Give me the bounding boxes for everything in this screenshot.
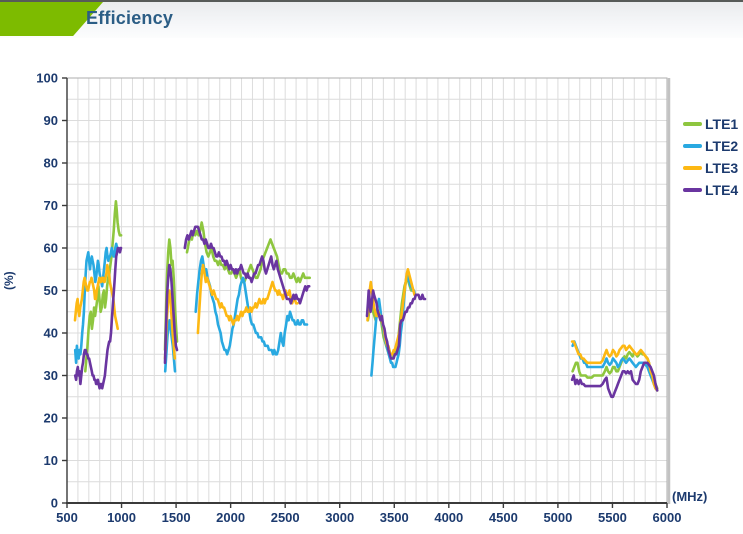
series-line-lte2 bbox=[73, 242, 119, 365]
series-line-lte2 bbox=[194, 255, 309, 356]
chart-canvas: 0 10 20 30 40 50 60 70 80 90 100 500 1000 1500 2000 250… bbox=[36, 71, 682, 526]
legend-label: LTE2 bbox=[705, 138, 739, 154]
y-tick-label: 20 bbox=[44, 411, 58, 426]
x-tick-label: 5000 bbox=[543, 510, 572, 525]
y-tick-label: 40 bbox=[44, 326, 58, 341]
legend-swatch-icon bbox=[683, 166, 702, 170]
header-bar: Efficiency bbox=[0, 2, 743, 38]
legend-label: LTE3 bbox=[705, 160, 739, 176]
x-tick-label: 2500 bbox=[271, 510, 300, 525]
x-tick-label: 4000 bbox=[434, 510, 463, 525]
legend-item-lte1: LTE1 bbox=[683, 113, 738, 135]
legend-label: LTE4 bbox=[705, 182, 739, 198]
x-tick-label: 3500 bbox=[380, 510, 409, 525]
series-line-lte3 bbox=[73, 263, 119, 331]
legend-item-lte4: LTE4 bbox=[683, 179, 738, 201]
series-line-lte2 bbox=[370, 272, 417, 377]
series-line-lte1 bbox=[84, 200, 123, 373]
x-tick-label: 4500 bbox=[489, 510, 518, 525]
x-tick-label: 5500 bbox=[598, 510, 627, 525]
y-tick-label: 80 bbox=[44, 156, 58, 171]
y-axis-unit-label: (%) bbox=[2, 271, 16, 290]
y-tick-label: 100 bbox=[36, 71, 58, 86]
legend-swatch-icon bbox=[683, 122, 702, 126]
top-border-line bbox=[0, 0, 743, 2]
x-tick-label: 500 bbox=[56, 510, 78, 525]
series-line-lte1 bbox=[185, 221, 312, 284]
x-tick-label: 3000 bbox=[325, 510, 354, 525]
x-tick-label: 2000 bbox=[216, 510, 245, 525]
x-tick-label: 1500 bbox=[162, 510, 191, 525]
x-axis-unit-label: (MHz) bbox=[672, 489, 708, 504]
chart-legend: LTE1 LTE2 LTE3 LTE4 bbox=[683, 113, 738, 201]
y-tick-label: 50 bbox=[44, 283, 58, 298]
y-tick-label: 0 bbox=[51, 496, 58, 511]
x-tick-label: 6000 bbox=[653, 510, 682, 525]
legend-item-lte3: LTE3 bbox=[683, 157, 738, 179]
series-line-lte4 bbox=[365, 289, 427, 360]
legend-swatch-icon bbox=[683, 144, 702, 148]
y-tick-label: 70 bbox=[44, 198, 58, 213]
y-tick-label: 30 bbox=[44, 368, 58, 383]
page-title: Efficiency bbox=[86, 8, 174, 28]
legend-swatch-icon bbox=[683, 188, 702, 192]
series-line-lte1 bbox=[571, 350, 659, 390]
series-line-lte3 bbox=[196, 263, 299, 335]
series-line-lte4 bbox=[163, 263, 179, 365]
y-tick-label: 10 bbox=[44, 453, 58, 468]
legend-label: LTE1 bbox=[705, 116, 739, 132]
series-line-lte4 bbox=[73, 246, 123, 390]
efficiency-chart: 0 10 20 30 40 50 60 70 80 90 100 500 1000 1500 2000 250… bbox=[0, 38, 743, 534]
legend-item-lte2: LTE2 bbox=[683, 135, 738, 157]
y-tick-label: 60 bbox=[44, 241, 58, 256]
series-line-lte3 bbox=[570, 340, 659, 392]
series-line-lte4 bbox=[570, 361, 659, 399]
series-line-lte4 bbox=[183, 225, 311, 305]
x-tick-label: 1000 bbox=[107, 510, 136, 525]
y-tick-label: 90 bbox=[44, 113, 58, 128]
